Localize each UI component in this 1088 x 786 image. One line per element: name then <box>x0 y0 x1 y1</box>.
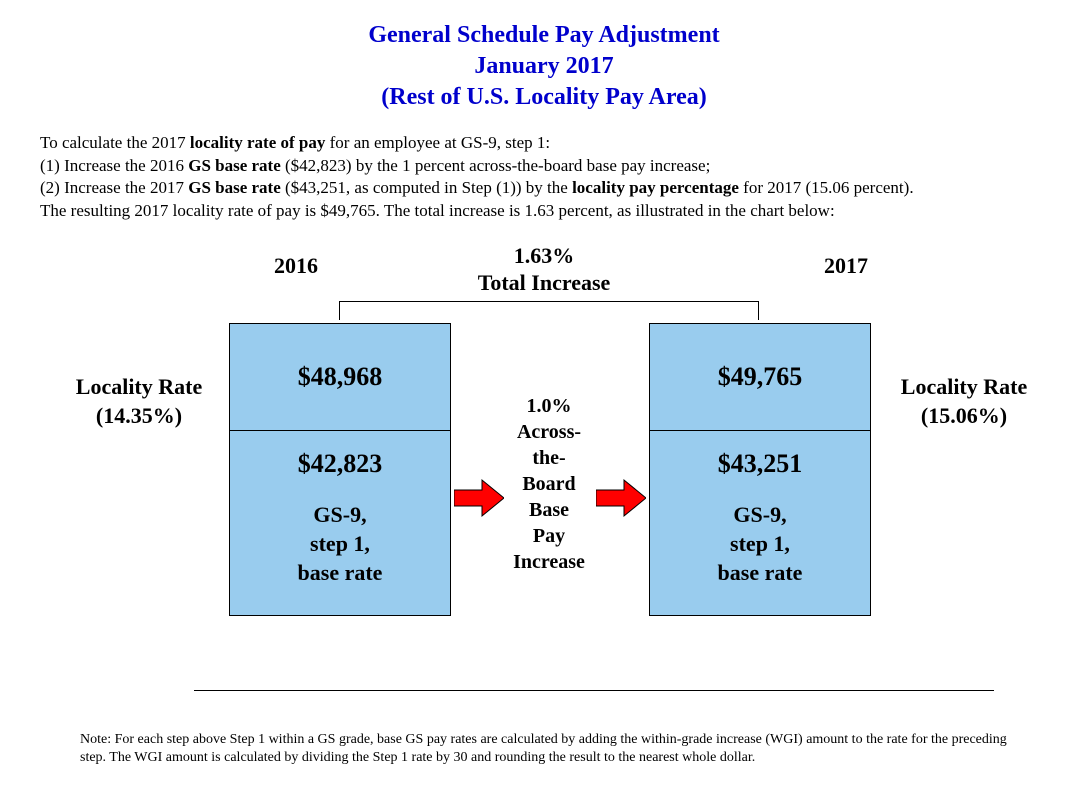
footnote: Note: For each step above Step 1 within … <box>40 731 1048 766</box>
bracket-line <box>339 301 759 320</box>
intro-step-2: (2) Increase the 2017 GS base rate ($43,… <box>40 177 1048 200</box>
box-2017-base: $43,251 GS-9, step 1, base rate <box>650 431 870 615</box>
intro-step-1: (1) Increase the 2016 GS base rate ($42,… <box>40 155 1048 178</box>
page-title: General Schedule Pay Adjustment January … <box>40 20 1048 114</box>
arrow-left-icon <box>454 478 504 518</box>
box-2016-locality: $48,968 <box>230 324 450 431</box>
box-2017-base-desc: GS-9, step 1, base rate <box>660 501 860 587</box>
box-2016: $48,968 $42,823 GS-9, step 1, base rate <box>229 323 451 616</box>
title-line-3: (Rest of U.S. Locality Pay Area) <box>40 82 1048 113</box>
box-2016-base: $42,823 GS-9, step 1, base rate <box>230 431 450 615</box>
box-2017: $49,765 $43,251 GS-9, step 1, base rate <box>649 323 871 616</box>
box-2016-base-desc: GS-9, step 1, base rate <box>240 501 440 587</box>
intro-line-1: To calculate the 2017 locality rate of p… <box>40 132 1048 155</box>
intro-text: To calculate the 2017 locality rate of p… <box>40 132 1048 224</box>
pay-diagram: 2016 2017 1.63% Total Increase $48,968 $… <box>64 243 1024 723</box>
box-2017-base-amount: $43,251 <box>660 449 860 479</box>
total-increase-label: 1.63% Total Increase <box>64 243 1024 296</box>
title-line-1: General Schedule Pay Adjustment <box>40 20 1048 51</box>
box-2017-locality: $49,765 <box>650 324 870 431</box>
baseline-rule <box>194 690 994 691</box>
intro-result: The resulting 2017 locality rate of pay … <box>40 200 1048 223</box>
locality-rate-2016-label: Locality Rate (14.35%) <box>59 373 219 430</box>
across-the-board-label: 1.0% Across- the- Board Base Pay Increas… <box>504 393 594 575</box>
arrow-right-icon <box>596 478 646 518</box>
locality-rate-2017-label: Locality Rate (15.06%) <box>884 373 1044 430</box>
box-2016-base-amount: $42,823 <box>240 449 440 479</box>
title-line-2: January 2017 <box>40 51 1048 82</box>
